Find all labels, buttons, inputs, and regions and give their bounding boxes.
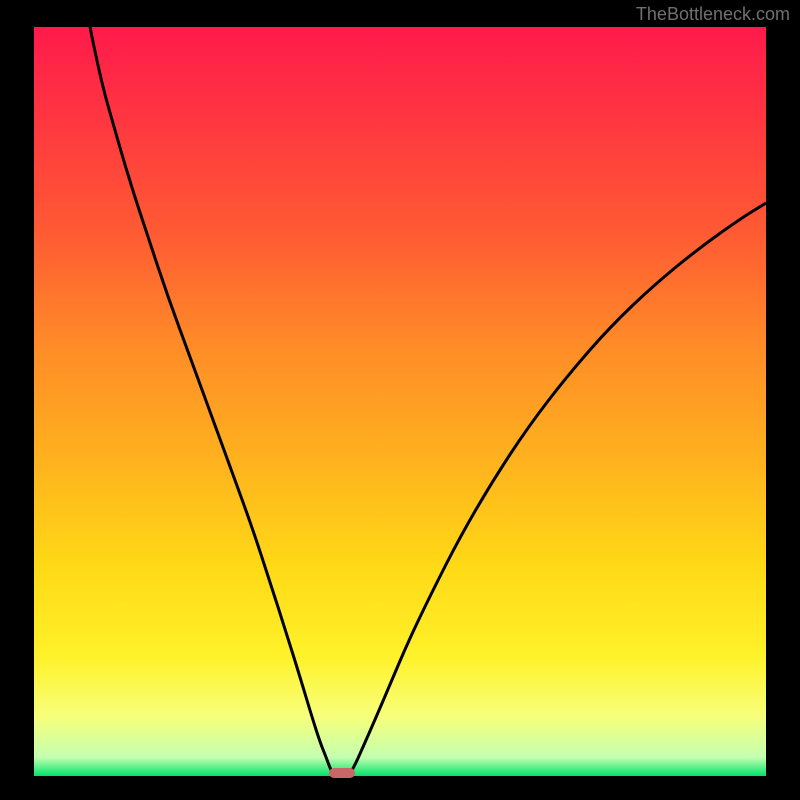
minimum-marker	[329, 768, 355, 778]
curve-svg	[0, 0, 800, 800]
watermark-text: TheBottleneck.com	[636, 4, 790, 25]
curve-left	[90, 27, 333, 774]
curve-right	[351, 203, 766, 772]
